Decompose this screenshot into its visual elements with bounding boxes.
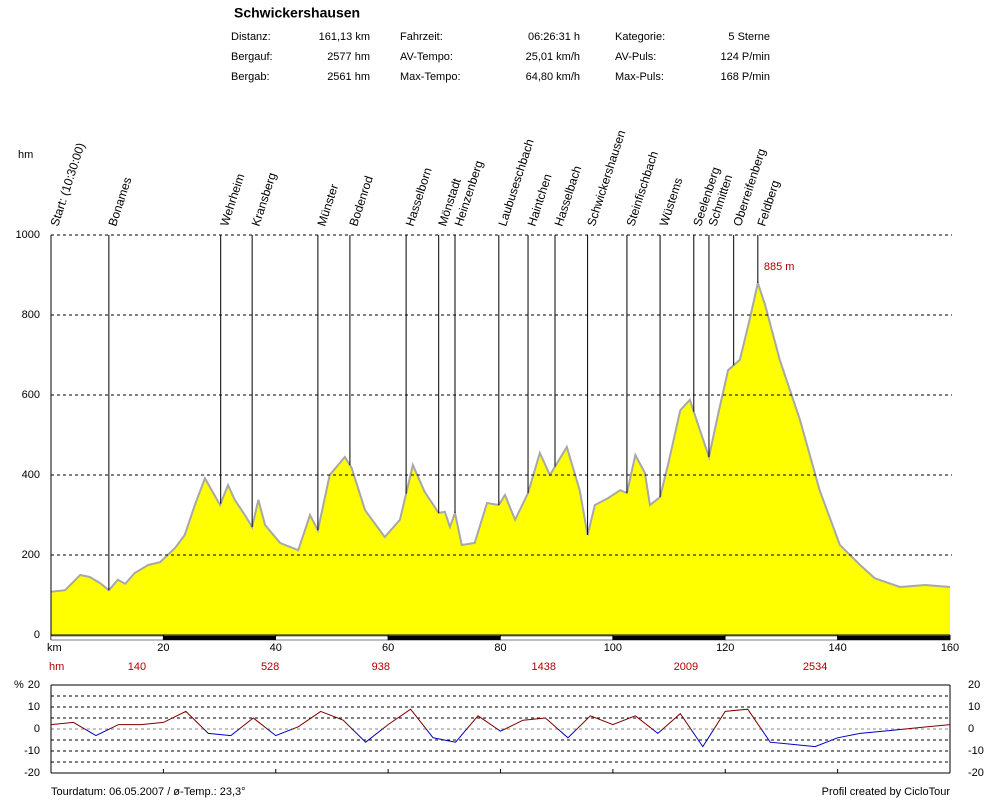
stat-value: 161,13 km [319, 31, 370, 43]
stat-value: 06:26:31 h [528, 31, 580, 43]
y-tick-label: 400 [22, 469, 40, 481]
climb-label: hm [49, 661, 64, 673]
y-tick-label: 200 [22, 549, 40, 561]
climb-value: 2534 [803, 661, 827, 673]
waypoint-label: Feldberg [754, 179, 782, 228]
x-tick-label: 100 [604, 642, 622, 654]
waypoint-label: Schwickershausen [584, 128, 628, 227]
km-band [50, 635, 164, 641]
stat-value: 2577 hm [327, 51, 370, 63]
waypoint-label: Kransberg [249, 171, 279, 228]
gradient-tick-label-right: -20 [968, 767, 984, 779]
footer-right: Profil created by CicloTour [822, 786, 951, 798]
stat-label: Fahrzeit: [400, 31, 443, 43]
km-band [500, 635, 614, 641]
y-axis-label: hm [18, 149, 33, 161]
x-tick-label: 80 [494, 642, 506, 654]
gradient-tick-label: 20 [28, 679, 40, 691]
waypoint-label: Start: (10:30:00) [48, 141, 88, 228]
stat-value: 64,80 km/h [526, 71, 580, 83]
km-band [837, 635, 951, 641]
waypoint-label: Wehrheim [217, 172, 247, 228]
x-tick-label: 140 [828, 642, 846, 654]
gradient-tick-label-right: 20 [968, 679, 980, 691]
stat-label: Max-Tempo: [400, 71, 461, 83]
climb-value: 528 [261, 661, 279, 673]
stat-label: Max-Puls: [615, 71, 664, 83]
stat-value: 5 Sterne [728, 31, 770, 43]
elevation-area [51, 283, 950, 635]
gradient-tick-label-right: 10 [968, 701, 980, 713]
waypoint-label: Bonames [105, 175, 134, 228]
stat-label: AV-Puls: [615, 51, 656, 63]
climb-value: 140 [128, 661, 146, 673]
max-label: 885 m [764, 261, 795, 273]
waypoint-label: Haintchen [525, 172, 555, 228]
km-band [163, 635, 276, 641]
stat-label: Bergauf: [231, 51, 273, 63]
x-tick-label: 20 [157, 642, 169, 654]
y-tick-label: 600 [22, 389, 40, 401]
y-tick-label: 800 [22, 309, 40, 321]
x-tick-label: 120 [716, 642, 734, 654]
stat-label: AV-Tempo: [400, 51, 453, 63]
footer-left: Tourdatum: 06.05.2007 / ø-Temp.: 23,3° [51, 786, 246, 798]
gradient-tick-label-right: -10 [968, 745, 984, 757]
chart-title: Schwickershausen [234, 5, 360, 21]
x-tick-label: 60 [382, 642, 394, 654]
climb-value: 938 [372, 661, 390, 673]
stat-label: Distanz: [231, 31, 271, 43]
stat-label: Bergab: [231, 71, 270, 83]
waypoint-label: Bodenrod [346, 174, 375, 228]
gradient-tick-label: 0 [34, 723, 40, 735]
waypoint-label: Hasselbach [552, 164, 585, 228]
gradient-tick-label: 10 [28, 701, 40, 713]
km-band [275, 635, 389, 641]
waypoint-label: Wüstems [657, 176, 686, 228]
x-tick-label: 160 [941, 642, 959, 654]
gradient-line-negative [83, 729, 911, 748]
km-band [725, 635, 838, 641]
climb-value: 1438 [532, 661, 556, 673]
stat-value: 2561 hm [327, 71, 370, 83]
y-tick-label: 0 [34, 629, 40, 641]
x-tick-label: 40 [270, 642, 282, 654]
gradient-tick-label-right: 0 [968, 723, 974, 735]
gradient-tick-label: -10 [24, 745, 40, 757]
waypoint-label: Münster [314, 182, 341, 228]
waypoint-label: Steinfischbach [623, 149, 660, 228]
y-tick-label: 1000 [16, 229, 40, 241]
elevation-line [50, 279, 951, 593]
stat-label: Kategorie: [615, 31, 665, 43]
x-axis-label: km [47, 642, 62, 654]
stat-value: 168 P/min [720, 71, 770, 83]
climb-value: 2009 [674, 661, 698, 673]
gradient-tick-label: -20 [24, 767, 40, 779]
stat-value: 124 P/min [720, 51, 770, 63]
km-band [387, 635, 501, 641]
gradient-line-positive [50, 708, 951, 729]
waypoint-label: Hasselborn [403, 166, 435, 228]
gradient-axis-label: % [14, 679, 24, 691]
stat-value: 25,01 km/h [526, 51, 580, 63]
km-band [612, 635, 726, 641]
